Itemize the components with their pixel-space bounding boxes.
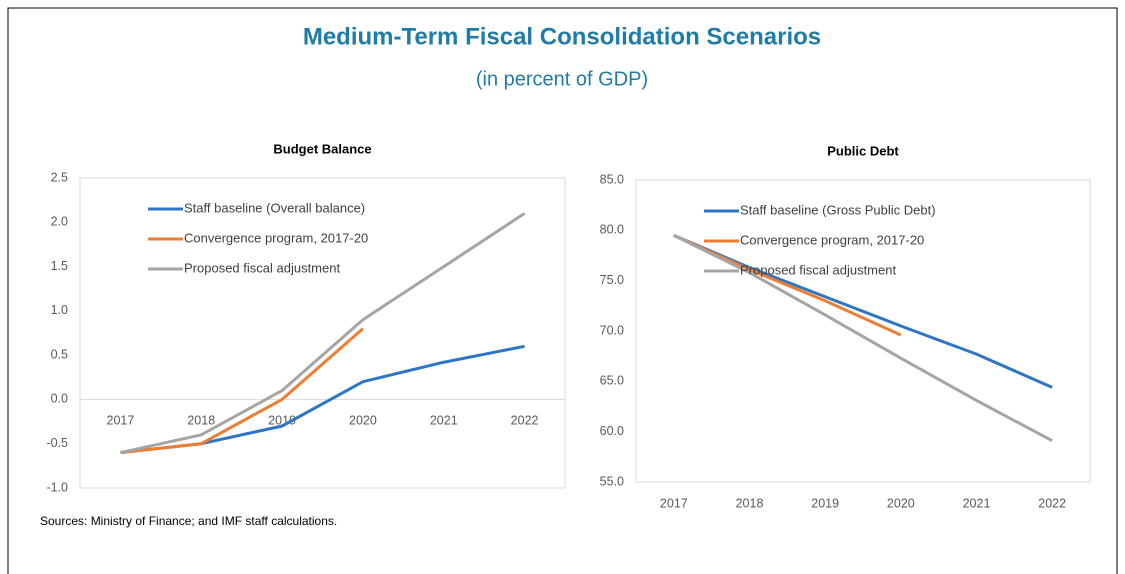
y-tick-label: 65.0 <box>600 374 624 388</box>
chart-title: Public Debt <box>827 143 899 158</box>
legend-label: Convergence program, 2017-20 <box>184 230 368 245</box>
x-tick-label: 2017 <box>107 414 135 428</box>
y-tick-label: -1.0 <box>46 480 68 494</box>
series-line <box>120 327 364 455</box>
y-tick-label: 55.0 <box>600 474 624 488</box>
x-tick-label: 2020 <box>349 414 377 428</box>
plot-frame <box>79 177 566 489</box>
plot-frame <box>635 179 1091 483</box>
y-tick-label: 2.5 <box>51 170 68 184</box>
y-tick-label: 75.0 <box>600 273 624 287</box>
x-tick-label: 2019 <box>268 414 296 428</box>
y-tick-label: 2.0 <box>51 215 68 229</box>
x-tick-label: 2017 <box>660 496 688 510</box>
page-title: Medium-Term Fiscal Consolidation Scenari… <box>303 23 821 50</box>
y-tick-label: 1.5 <box>51 259 68 273</box>
series-line <box>673 234 1053 443</box>
source-note: Sources: Ministry of Finance; and IMF st… <box>40 514 337 528</box>
frame <box>7 7 1118 574</box>
legend-label: Convergence program, 2017-20 <box>740 232 924 247</box>
y-tick-label: -0.5 <box>46 436 68 450</box>
series-line <box>673 234 902 337</box>
legend-label: Staff baseline (Overall balance) <box>184 200 365 215</box>
y-tick-label: 80.0 <box>600 223 624 237</box>
y-tick-label: 85.0 <box>600 172 624 186</box>
x-tick-label: 2021 <box>430 414 458 428</box>
x-tick-label: 2020 <box>887 496 915 510</box>
x-tick-label: 2022 <box>1038 496 1066 510</box>
legend-label: Proposed fiscal adjustment <box>184 260 340 275</box>
y-tick-label: 60.0 <box>600 424 624 438</box>
chart-title: Budget Balance <box>273 141 371 156</box>
legend-label: Proposed fiscal adjustment <box>740 262 896 277</box>
y-tick-label: 70.0 <box>600 323 624 337</box>
y-tick-label: 0.5 <box>51 347 68 361</box>
page-subtitle: (in percent of GDP) <box>476 68 648 90</box>
y-tick-label: 1.0 <box>51 303 68 317</box>
y-tick-label: 0.0 <box>51 392 68 406</box>
legend-label: Staff baseline (Gross Public Debt) <box>740 202 936 217</box>
x-tick-label: 2019 <box>811 496 839 510</box>
x-tick-label: 2018 <box>736 496 764 510</box>
series-line <box>120 212 526 455</box>
x-tick-label: 2021 <box>963 496 991 510</box>
x-tick-label: 2018 <box>187 414 215 428</box>
series-line <box>673 233 1053 389</box>
x-tick-label: 2022 <box>511 414 539 428</box>
